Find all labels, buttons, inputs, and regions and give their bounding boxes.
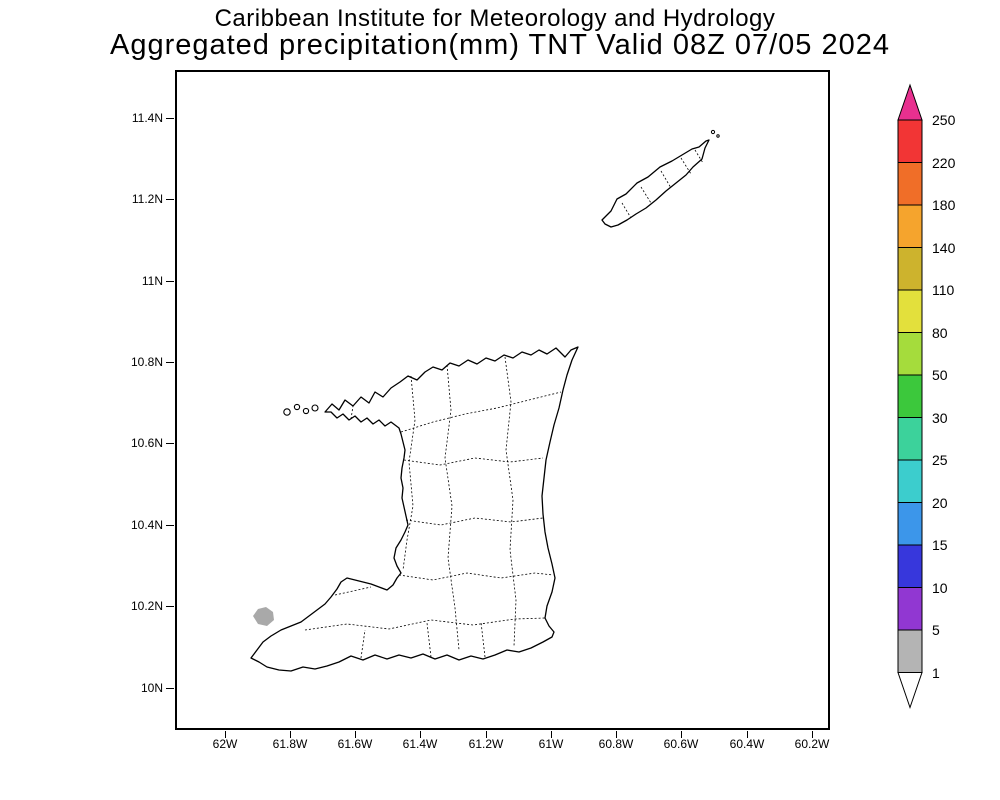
colorbar-level-label: 1: [932, 664, 940, 681]
x-axis-tick: [225, 731, 226, 738]
colorbar-band: [897, 374, 923, 418]
colorbar-level-label: 25: [932, 452, 948, 468]
colorbar-level-label: 140: [932, 239, 956, 256]
colorbar-band: [897, 332, 923, 376]
colorbar-band: [897, 289, 923, 333]
y-axis-tick: [166, 525, 174, 526]
y-axis-label: 11N: [141, 274, 163, 288]
x-axis-tick: [812, 731, 813, 738]
colorbar-level-label: 220: [932, 154, 956, 171]
y-axis-label: 11.2N: [131, 192, 163, 206]
trinidad-outline: [250, 346, 579, 672]
x-axis-label: 61.2W: [468, 737, 504, 751]
y-axis-tick: [166, 118, 174, 119]
colorbar-band: [897, 502, 923, 546]
colorbar: [886, 80, 934, 730]
colorbar-band: [897, 417, 923, 461]
colorbar-band: [897, 204, 923, 248]
colorbar-level-label: 10: [932, 579, 948, 596]
y-axis-tick: [166, 443, 174, 444]
map-plot-area: [175, 70, 830, 730]
colorbar-below-min-arrow: [897, 672, 923, 710]
y-axis-tick: [166, 281, 174, 282]
y-axis-tick: [166, 606, 174, 607]
map-svg: [175, 70, 830, 730]
x-axis-label: 62W: [212, 737, 238, 751]
colorbar-level-label: 250: [932, 112, 956, 128]
colorbar-band: [897, 587, 923, 631]
colorbar-level-label: 15: [932, 537, 948, 553]
y-axis-label: 10.2N: [130, 599, 163, 613]
figure-title-line2: Aggregated precipitation(mm) TNT Valid 0…: [109, 29, 890, 61]
colorbar-band: [897, 629, 923, 673]
plot-frame: [175, 70, 830, 730]
x-axis-tick: [616, 731, 617, 738]
admin-boundaries: [304, 149, 704, 659]
y-axis-label: 10N: [140, 681, 163, 695]
x-axis-label: 60.8W: [598, 737, 634, 751]
st-giles-islets-icon: [710, 129, 720, 138]
y-axis-tick: [166, 688, 174, 689]
x-axis-tick: [681, 731, 682, 738]
precip-patch: [253, 607, 274, 626]
x-axis-label: 60.4W: [729, 737, 765, 751]
x-axis-tick: [290, 731, 291, 738]
colorbar-level-label: 110: [932, 282, 955, 298]
x-axis-label: 60.2W: [794, 737, 830, 751]
colorbar-level-label: 20: [932, 494, 948, 511]
x-axis-tick: [486, 731, 487, 738]
y-axis-tick: [166, 362, 174, 363]
colorbar-level-label: 50: [932, 367, 948, 383]
x-axis-tick: [355, 731, 356, 738]
colorbar-level-label: 180: [932, 197, 956, 213]
x-axis-label: 61W: [538, 737, 564, 751]
tobago-outline: [601, 139, 710, 228]
bocas-islands-icon: [283, 403, 319, 416]
x-axis-tick: [747, 731, 748, 738]
colorbar-level-label: 30: [932, 409, 948, 426]
colorbar-band: [897, 247, 923, 291]
colorbar-band: [897, 544, 923, 588]
colorbar-level-label: 5: [932, 622, 940, 638]
colorbar-band: [897, 162, 923, 206]
colorbar-svg: [897, 83, 923, 710]
y-axis-label: 11.4N: [131, 111, 163, 125]
colorbar-level-label: 80: [932, 324, 948, 341]
colorbar-above-max-arrow: [897, 83, 923, 121]
x-axis-tick: [420, 731, 421, 738]
x-axis-label: 61.4W: [402, 737, 438, 751]
x-axis-label: 61.6W: [337, 737, 373, 751]
colorbar-band: [897, 119, 923, 163]
x-axis-label: 60.6W: [663, 737, 699, 751]
x-axis-tick: [551, 731, 552, 738]
y-axis-tick: [166, 199, 174, 200]
y-axis-label: 10.8N: [130, 355, 163, 369]
figure-title-line1: Caribbean Institute for Meteorology and …: [214, 5, 776, 32]
colorbar-band: [897, 459, 923, 503]
y-axis-label: 10.6N: [130, 436, 163, 450]
x-axis-label: 61.8W: [272, 737, 308, 751]
y-axis-label: 10.4N: [130, 518, 163, 532]
